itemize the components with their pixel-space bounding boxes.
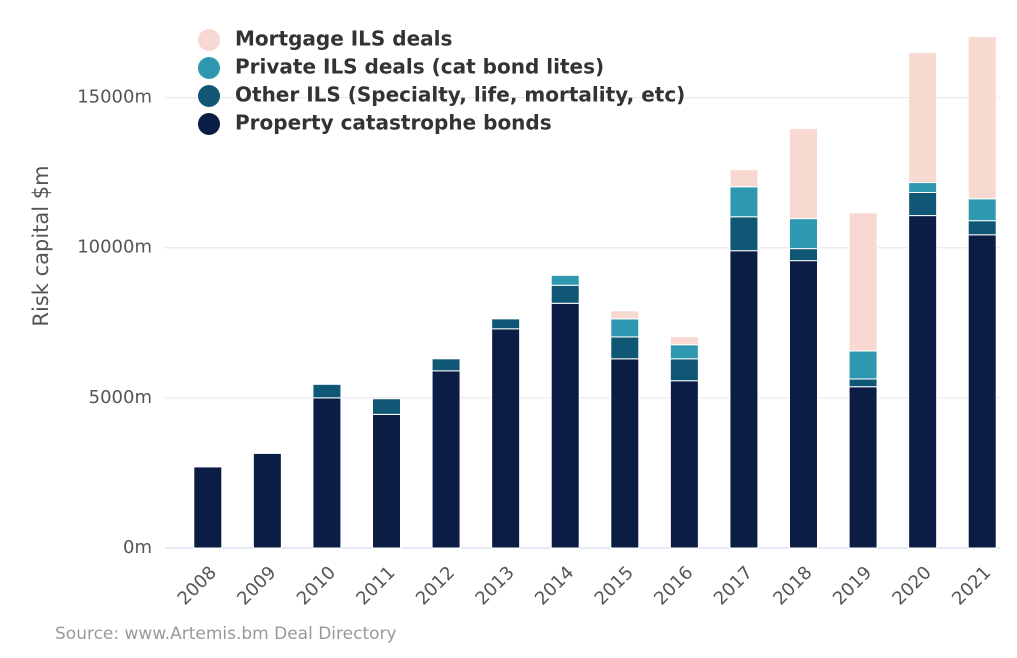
x-tick-label: 2018 [769,562,816,609]
x-tick-label: 2009 [233,562,280,609]
bar-segment [967,234,997,549]
x-tick-label: 2021 [948,562,995,609]
legend-marker [198,113,220,135]
x-tick-label: 2013 [471,562,518,609]
x-tick-label: 2012 [412,562,459,609]
legend-label: Mortgage ILS deals [235,27,452,51]
bar-segment [550,302,580,549]
bar-segment [193,466,223,549]
x-tick-label: 2010 [293,562,340,609]
x-tick-label: 2015 [591,562,638,609]
x-tick-label: 2019 [829,562,876,609]
legend-marker [198,29,220,51]
bar-segment [789,248,818,262]
y-axis-label: Risk capital $m [29,165,53,326]
bar-segment [669,358,699,382]
bar-segment [431,370,461,549]
bar-segment [610,310,640,320]
bar-segment [669,344,699,360]
legend-marker [198,57,220,79]
bar-segment [312,383,342,399]
legend-marker [198,85,220,107]
x-tick-label: 2017 [710,562,757,609]
bar-segment [729,186,759,218]
bar-segment [491,328,521,549]
legend-label: Private ILS deals (cat bond lites) [235,55,604,79]
bar-segment [550,274,580,286]
bar-segment [610,358,640,549]
legend-label: Property catastrophe bonds [235,111,552,135]
y-tick-label: 15000m [77,87,152,108]
bar-segment [789,218,818,250]
bar-segment [908,191,938,217]
bar-segment [967,36,997,200]
bar-segment [729,250,759,549]
bar-segment [431,358,461,372]
bar-segment [848,378,878,388]
bar-segment [967,198,997,222]
x-tick-label: 2014 [531,562,578,609]
bar-segment [729,169,759,188]
legend-label: Other ILS (Specialty, life, mortality, e… [235,83,685,107]
bar-segment [967,220,997,236]
bar-segment [312,397,342,549]
bar-segment [491,318,521,330]
bar-segment [848,350,878,380]
bar-segment [610,336,640,360]
bar-segment [372,413,401,549]
bar-segment [848,386,878,549]
y-tick-label: 10000m [77,237,152,258]
bar-segment [789,260,818,549]
x-tick-label: 2008 [174,562,221,609]
bar-segment [669,336,699,346]
bar-segment [848,212,878,352]
x-tick-label: 2016 [650,562,697,609]
bar-segment [908,182,938,193]
bar-segment [252,452,282,549]
bar-segment [372,398,401,415]
bar-segment [908,215,938,549]
bar-segment [789,127,818,220]
bar-segment [610,318,640,338]
bar-segment [669,380,699,549]
x-tick-label: 2011 [352,562,399,609]
x-tick-label: 2020 [888,562,935,609]
bar-segment [729,216,759,252]
source: Source: www.Artemis.bm Deal Directory [55,624,397,644]
y-tick-label: 5000m [89,387,152,408]
bar-segment [550,284,580,304]
y-tick-label: 0m [123,537,152,558]
bar-segment [908,52,938,184]
